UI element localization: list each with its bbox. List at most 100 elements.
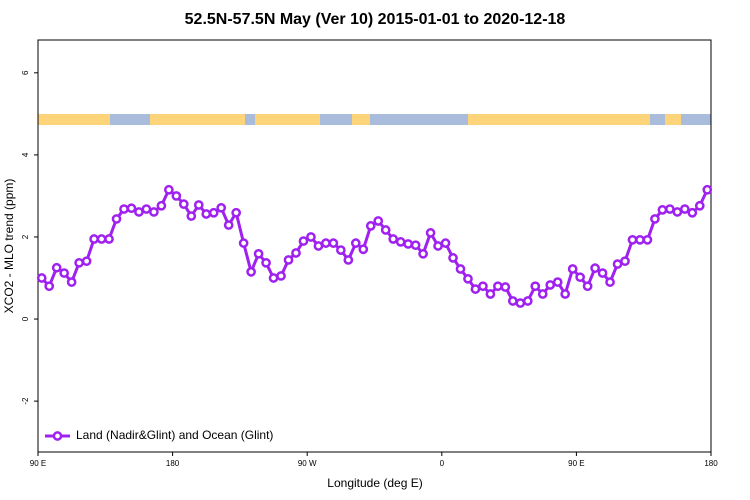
data-point [567, 264, 578, 274]
data-point [470, 284, 481, 294]
y-tick-label: 4 [21, 152, 30, 157]
data-point [642, 234, 653, 245]
data-point [612, 259, 623, 269]
data-point [537, 289, 548, 299]
data-point [530, 281, 541, 292]
data-point [149, 207, 159, 217]
x-axis-label: Longitude (deg E) [327, 476, 422, 490]
data-point [268, 273, 279, 283]
data-point [216, 202, 227, 213]
data-point [395, 237, 406, 247]
data-point [403, 239, 413, 249]
data-point [665, 204, 675, 214]
data-point [358, 244, 369, 255]
data-point [291, 248, 301, 258]
data-point [336, 245, 346, 255]
data-point [620, 256, 630, 267]
data-point [321, 238, 331, 248]
data-point [59, 268, 70, 278]
data-point [440, 238, 451, 248]
data-point [478, 281, 488, 292]
y-tick-label: 0 [21, 316, 30, 321]
y-axis-label: XCO2 - MLO trend (ppm) [2, 179, 16, 314]
data-point [36, 273, 47, 283]
data-point [418, 248, 428, 259]
data-point [365, 221, 376, 231]
data-point [276, 271, 286, 281]
data-point [657, 205, 668, 215]
y-tick-label: 6 [21, 70, 30, 75]
data-point [635, 234, 645, 245]
data-point [96, 234, 107, 244]
data-point [231, 207, 242, 218]
data-point [627, 234, 638, 245]
data-point [590, 263, 600, 274]
data-point [650, 214, 660, 224]
data-point [425, 228, 436, 238]
data-point [493, 281, 503, 292]
data-point [410, 240, 421, 251]
data-point [515, 298, 526, 308]
data-point [313, 241, 324, 251]
data-point [582, 281, 593, 292]
x-tick-label: 180 [704, 459, 718, 468]
x-tick-label: 0 [440, 459, 445, 468]
data-point [44, 281, 55, 292]
data-point [141, 204, 152, 214]
data-point [208, 207, 219, 218]
data-point [238, 238, 249, 248]
data-point [119, 204, 129, 214]
data-point [156, 200, 167, 211]
data-point [164, 184, 174, 195]
data-point [507, 296, 518, 306]
x-tick-label: 180 [166, 459, 180, 468]
data-point [171, 191, 182, 201]
data-point [111, 214, 122, 224]
data-point [283, 255, 294, 265]
data-point [201, 209, 212, 219]
legend-marker [52, 431, 63, 441]
y-tick-label: -2 [21, 397, 30, 405]
data-point [597, 268, 608, 278]
data-point [575, 272, 585, 283]
data-point [66, 277, 77, 287]
x-tick-label: 90 E [568, 459, 584, 468]
data-point [455, 264, 466, 274]
data-point [672, 207, 683, 217]
y-tick-label: 2 [21, 234, 30, 239]
data-point [74, 257, 84, 268]
data-point [702, 184, 713, 195]
legend-label: Land (Nadir&Glint) and Ocean (Glint) [76, 428, 273, 442]
data-point [253, 248, 264, 259]
data-point [298, 236, 309, 246]
data-point [186, 211, 197, 221]
data-point [448, 253, 458, 263]
data-point [350, 238, 361, 248]
data-point [500, 282, 511, 292]
data-point [433, 241, 443, 251]
data-point [485, 289, 496, 299]
data-point [380, 225, 391, 235]
data-point [373, 216, 384, 226]
data-point [679, 204, 690, 214]
data-point [560, 289, 571, 299]
data-point [178, 199, 189, 209]
data-point [605, 277, 615, 287]
data-point [388, 234, 399, 244]
data-point [463, 273, 473, 284]
data-point [51, 262, 62, 273]
data-point [89, 234, 99, 244]
data-point [223, 220, 234, 230]
data-point [687, 207, 698, 218]
data-point [81, 256, 92, 267]
data-point [545, 280, 556, 290]
data-point [343, 255, 354, 265]
data-point [104, 234, 114, 244]
data-point [193, 200, 204, 210]
x-tick-label: 90 W [298, 459, 317, 468]
data-point [246, 267, 256, 277]
data-point [306, 232, 316, 242]
data-point [552, 277, 563, 287]
data-point [328, 238, 339, 248]
